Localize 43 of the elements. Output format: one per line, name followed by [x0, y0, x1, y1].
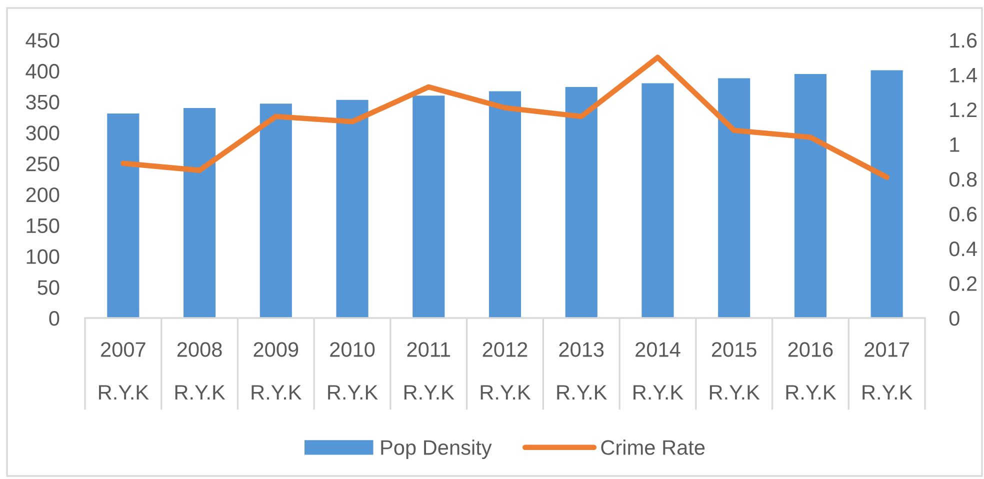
y-tick-label: 200 — [26, 187, 60, 202]
y2-tick-label: 0.2 — [949, 276, 977, 292]
bar — [565, 86, 598, 318]
y-tick-label: 50 — [38, 280, 60, 295]
y-tick-label: 100 — [26, 249, 60, 264]
y-tick-label: 300 — [26, 126, 60, 140]
y-tick-label: 150 — [26, 218, 60, 234]
category-label: 2007 R.Y.K — [99, 342, 149, 400]
category-label: 2014 R.Y.K — [634, 342, 684, 400]
bar — [718, 78, 750, 318]
y2-tick-label: 1.6 — [950, 33, 977, 48]
bar — [794, 74, 826, 318]
bar — [642, 83, 674, 318]
category-label: 2008 R.Y.K — [175, 342, 226, 400]
bar — [184, 108, 216, 318]
category-label: 2017 R.Y.K — [862, 342, 912, 400]
y2-tick-label: 1.4 — [950, 68, 977, 82]
category-label: 2012 R.Y.K — [480, 342, 531, 400]
bar — [488, 91, 522, 318]
y-tick-label: 350 — [26, 94, 60, 110]
y2-tick-label: 1 — [950, 137, 960, 152]
y2-tick-label: 0.4 — [949, 242, 977, 256]
y-tick-label: 400 — [26, 64, 60, 79]
legend-label: Crime Rate — [601, 440, 705, 455]
category-label: 2013 R.Y.K — [557, 342, 607, 400]
legend-label: Pop Density — [381, 440, 492, 460]
bar — [336, 100, 368, 318]
category-label: 2010 R.Y.K — [328, 342, 378, 400]
y2-tick-label: 0 — [949, 311, 960, 326]
y-tick-label: 250 — [26, 156, 60, 172]
y-tick-label: 0 — [49, 311, 60, 326]
y-tick-label: 450 — [26, 33, 60, 48]
y2-tick-label: 1.2 — [950, 102, 977, 118]
bar — [260, 104, 292, 318]
category-label: 2015 R.Y.K — [710, 342, 760, 400]
y2-tick-label: 0.6 — [949, 206, 977, 222]
bar — [412, 96, 445, 318]
y2-tick-label: 0.8 — [949, 172, 977, 187]
category-label: 2016 R.Y.K — [786, 342, 836, 400]
category-label: 2011 R.Y.K — [404, 342, 454, 400]
bar — [870, 70, 903, 318]
bar — [107, 114, 140, 318]
category-label: 2009 R.Y.K — [252, 342, 302, 400]
